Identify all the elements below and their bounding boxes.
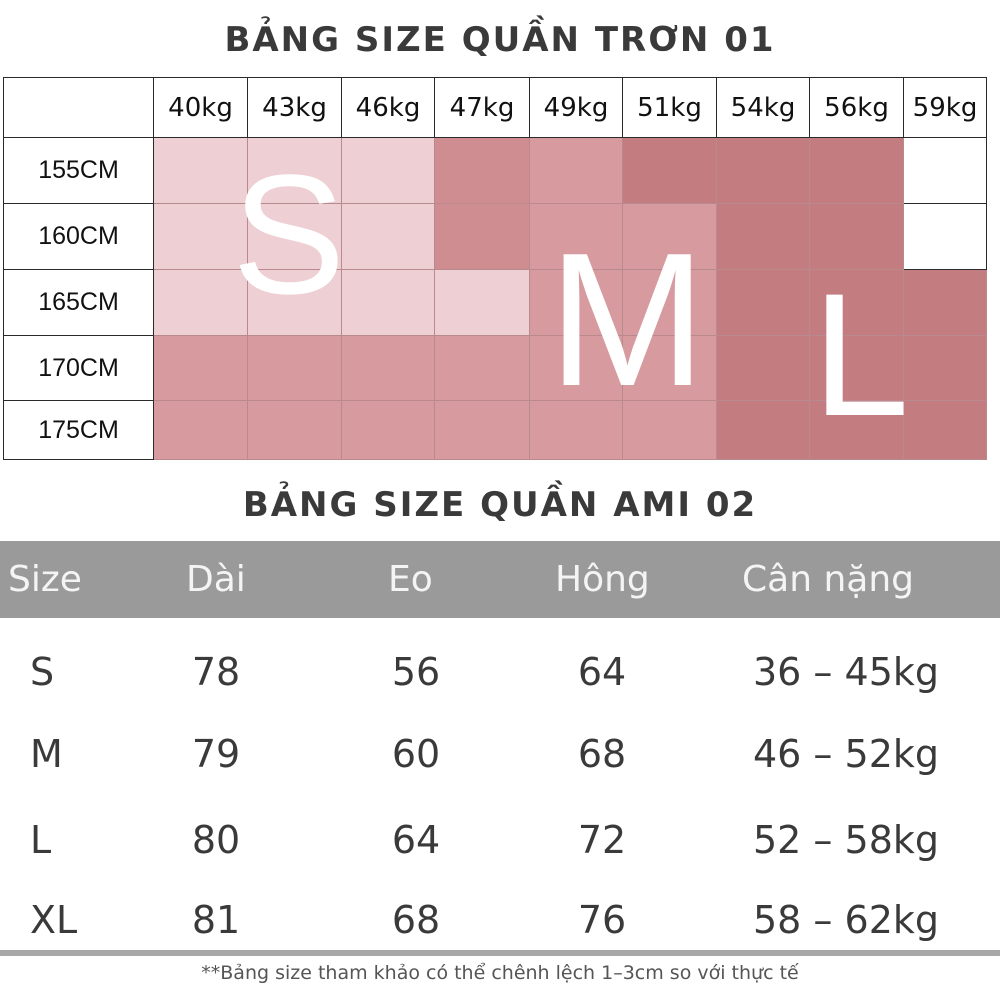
measure-value: 80 [191, 818, 241, 862]
size-cell [904, 138, 987, 204]
size-cell [623, 204, 717, 270]
size-cell [810, 270, 904, 336]
height-label: 155CM [3, 138, 154, 204]
size-cell [904, 204, 987, 270]
size-cell [342, 138, 435, 204]
corner-cell [3, 77, 154, 138]
size-cell [248, 138, 342, 204]
measure-value: 78 [191, 650, 241, 694]
header-weight: Cân nặng [742, 559, 915, 600]
size-cell [342, 401, 435, 460]
size-chart-2-header-bar [0, 541, 1000, 618]
size-cell [623, 401, 717, 460]
measure-value: 56 [391, 650, 441, 694]
weight-header: 54kg [717, 77, 810, 138]
header-hip: Hông [555, 559, 650, 600]
height-label: 160CM [3, 204, 154, 270]
size-value: M [30, 732, 63, 776]
measure-value: 46 – 52kg [753, 732, 939, 776]
size-cell [623, 270, 717, 336]
size-cell [342, 204, 435, 270]
measure-value: 79 [191, 732, 241, 776]
size-value: L [30, 818, 52, 862]
size-cell [623, 138, 717, 204]
header-waist: Eo [388, 559, 433, 600]
size-cell [435, 270, 530, 336]
size-cell [154, 270, 248, 336]
weight-header: 49kg [530, 77, 623, 138]
measure-value: 68 [391, 898, 441, 942]
size-cell [717, 270, 810, 336]
weight-header: 46kg [342, 77, 435, 138]
size-cell [154, 336, 248, 401]
weight-header: 51kg [623, 77, 717, 138]
size-cell [342, 270, 435, 336]
size-cell [435, 401, 530, 460]
size-cell [530, 270, 623, 336]
weight-header: 40kg [154, 77, 248, 138]
size-cell [248, 336, 342, 401]
size-chart-1-title: BẢNG SIZE QUẦN TRƠN 01 [224, 20, 776, 60]
size-cell [342, 336, 435, 401]
size-cell [717, 336, 810, 401]
size-cell [530, 138, 623, 204]
header-length: Dài [186, 559, 246, 600]
height-label: 165CM [3, 270, 154, 336]
size-cell [154, 401, 248, 460]
size-cell [810, 204, 904, 270]
size-value: S [30, 650, 55, 694]
size-cell [248, 401, 342, 460]
size-cell [435, 336, 530, 401]
size-m-overlay: M [548, 214, 707, 426]
size-cell [623, 336, 717, 401]
divider [0, 950, 1000, 956]
measure-value: 58 – 62kg [753, 898, 939, 942]
measure-value: 60 [391, 732, 441, 776]
size-cell [717, 138, 810, 204]
weight-header: 59kg [904, 77, 987, 138]
size-cell [435, 138, 530, 204]
size-cell [248, 270, 342, 336]
measure-value: 81 [191, 898, 241, 942]
weight-header: 47kg [435, 77, 530, 138]
size-cell [810, 138, 904, 204]
measure-value: 76 [577, 898, 627, 942]
size-cell [435, 204, 530, 270]
measure-value: 68 [577, 732, 627, 776]
size-cell [717, 401, 810, 460]
size-cell [530, 204, 623, 270]
size-cell [530, 401, 623, 460]
height-label: 170CM [3, 336, 154, 401]
header-size: Size [8, 559, 82, 600]
weight-header: 43kg [248, 77, 342, 138]
measure-value: 64 [577, 650, 627, 694]
size-cell [904, 401, 987, 460]
measure-value: 52 – 58kg [753, 818, 939, 862]
size-chart-2-title: BẢNG SIZE QUẦN AMI 02 [242, 485, 758, 525]
size-cell [810, 401, 904, 460]
size-cell [248, 204, 342, 270]
weight-header: 56kg [810, 77, 904, 138]
height-label: 175CM [3, 401, 154, 460]
measure-value: 64 [391, 818, 441, 862]
size-value: XL [30, 898, 78, 942]
measure-value: 36 – 45kg [753, 650, 939, 694]
size-cell [717, 204, 810, 270]
size-cell [154, 138, 248, 204]
size-cell [530, 336, 623, 401]
size-cell [904, 270, 987, 336]
size-cell [154, 204, 248, 270]
footnote: **Bảng size tham khảo có thể chênh lệch … [201, 962, 799, 984]
size-s-overlay: S [232, 140, 346, 330]
size-l-overlay: L [812, 258, 910, 453]
size-cell [904, 336, 987, 401]
size-cell [810, 336, 904, 401]
measure-value: 72 [577, 818, 627, 862]
